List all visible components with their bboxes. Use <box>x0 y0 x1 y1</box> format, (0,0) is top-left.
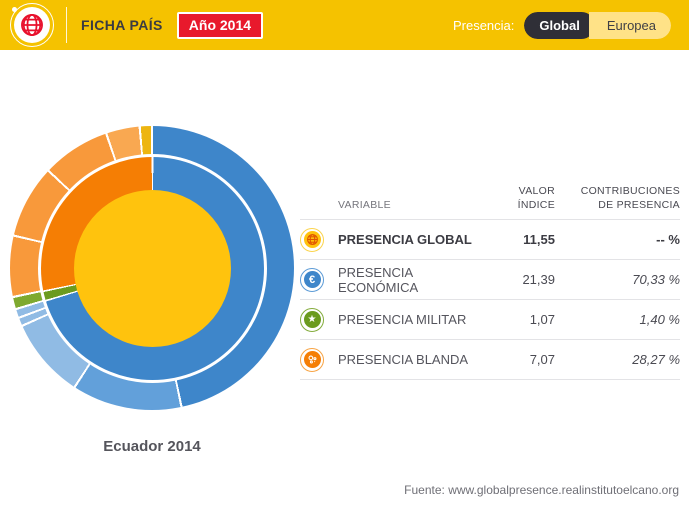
chart-caption: Ecuador 2014 <box>103 438 201 455</box>
header-separator <box>66 7 67 43</box>
table-row-presencia-militar[interactable]: ★ PRESENCIA MILITAR 1,07 1,40 % <box>300 300 680 341</box>
star-icon: ★ <box>300 307 324 332</box>
row-contribution: 70,33 % <box>632 272 680 288</box>
header-bar: FICHA PAÍS Año 2014 Presencia: Global Eu… <box>0 0 689 50</box>
row-label: PRESENCIA ECONÓMICA <box>338 264 419 295</box>
row-value: 1,07 <box>529 312 555 328</box>
euro-icon: € <box>300 267 324 292</box>
table-row-presencia-economica[interactable]: € PRESENCIA ECONÓMICA 21,39 70,33 % <box>300 260 680 301</box>
elcano-logo <box>10 3 54 47</box>
row-contribution: -- % <box>656 232 680 248</box>
globe-icon <box>300 227 324 252</box>
source-text: Fuente: www.globalpresence.realinstituto… <box>404 483 679 497</box>
chart-center <box>73 189 231 347</box>
presence-donut-chart <box>10 126 294 410</box>
row-label: PRESENCIA GLOBAL <box>338 232 472 248</box>
row-label: PRESENCIA MILITAR <box>338 312 467 328</box>
table-header: VARIABLE VALOR ÍNDICE CONTRIBUCIONES DE … <box>300 185 680 221</box>
presence-table: VARIABLE VALOR ÍNDICE CONTRIBUCIONES DE … <box>300 185 680 381</box>
bubbles-icon <box>300 347 324 372</box>
year-badge: Año 2014 <box>176 11 264 39</box>
header-contribuciones: CONTRIBUCIONES DE PRESENCIA <box>580 185 680 211</box>
header-valor-indice: VALOR ÍNDICE <box>517 185 555 211</box>
row-value: 11,55 <box>523 232 555 248</box>
table-row-presencia-blanda[interactable]: PRESENCIA BLANDA 7,07 28,27 % <box>300 340 680 381</box>
table-row-presencia-global[interactable]: PRESENCIA GLOBAL 11,55 -- % <box>300 220 680 261</box>
globe-logo-icon <box>14 7 50 43</box>
row-label: PRESENCIA BLANDA <box>338 352 469 368</box>
toggle-global-button[interactable]: Global <box>524 11 595 39</box>
header-variable: VARIABLE <box>338 198 391 211</box>
toggle-europea-button[interactable]: Europea <box>588 11 671 39</box>
row-value: 7,07 <box>529 352 555 368</box>
row-value: 21,39 <box>522 272 555 288</box>
row-contribution: 1,40 % <box>639 312 680 328</box>
page-title: FICHA PAÍS <box>81 17 163 33</box>
presence-toggle: Global Europea <box>524 11 671 39</box>
presence-label: Presencia: <box>452 17 515 33</box>
row-contribution: 28,27 % <box>632 352 680 368</box>
